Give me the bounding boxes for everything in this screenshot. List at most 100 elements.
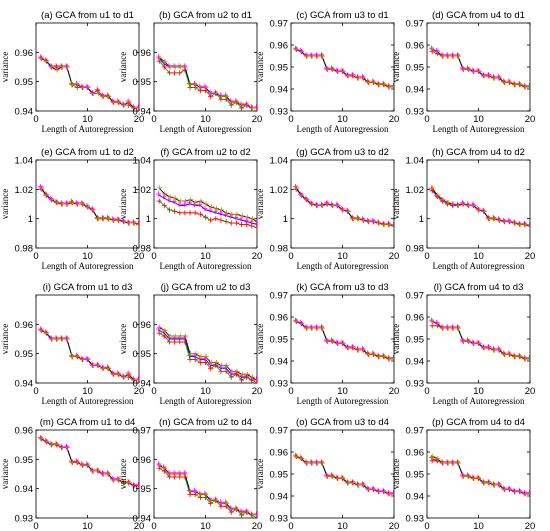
series-3-marker (131, 483, 138, 489)
series-3-marker (49, 442, 55, 448)
plot-frame (426, 294, 531, 384)
series-2-marker (218, 96, 224, 102)
series-1-marker (53, 335, 59, 341)
series-1-marker (171, 63, 177, 69)
y-tick-label: 0.96 (406, 41, 425, 52)
series-2-marker (429, 188, 435, 194)
subplot-title: (g) GCA from u3 to d2 (296, 147, 389, 158)
series-3-marker (116, 477, 122, 483)
series-1-marker (37, 54, 44, 60)
x-axis-label: Length of Autoregression (297, 261, 389, 271)
series-3-marker (100, 365, 107, 371)
series-3-marker (481, 208, 487, 214)
series-3-marker (44, 330, 50, 336)
y-tick-label: 0.98 (270, 244, 289, 255)
series-1-marker (485, 214, 491, 221)
series-2-marker (192, 210, 198, 216)
series-3-marker (350, 345, 356, 351)
series-3-marker (49, 197, 55, 203)
series-3-marker (111, 217, 117, 223)
y-tick-label: 0.96 (270, 313, 289, 324)
series-1-marker (434, 457, 440, 463)
y-axis-label: variance (0, 189, 10, 219)
series-1-marker (176, 470, 182, 476)
series-3-marker (355, 347, 362, 353)
series-3-marker (330, 338, 336, 344)
series-2-marker (213, 362, 219, 368)
series-3-marker (440, 197, 446, 203)
series-1-marker (516, 487, 522, 493)
series-3-marker (345, 73, 351, 79)
series-2-marker (244, 374, 250, 380)
subplot-14: (n) GCA from u2 to d4 0.94 0.95 0.96 0.97 0 10… (118, 417, 262, 531)
series-1-marker (243, 217, 249, 223)
plot-area (155, 324, 257, 383)
y-tick-label: 0.93 (406, 514, 425, 525)
series-2-marker (197, 87, 203, 94)
series-3-marker (193, 351, 199, 357)
subplot-9: (i) GCA from u1 to d3 0.94 0.95 0.96 0 10 20Le… (0, 282, 144, 406)
series-3-marker (213, 90, 219, 96)
series-2-marker (161, 333, 167, 339)
x-tick-label: 20 (252, 386, 263, 397)
series-2-marker (177, 210, 183, 216)
series-3-marker (162, 327, 168, 333)
series-3-marker (517, 489, 523, 495)
series-3-marker (294, 46, 300, 52)
series-3-marker (95, 90, 101, 96)
x-tick-label: 0 (288, 386, 293, 397)
subplot-5: (e) GCA from u1 to d2 0.98 1 1.02 1.04 0 10 20L… (0, 147, 144, 271)
series-3-marker (386, 84, 393, 90)
series-1-marker (292, 45, 299, 51)
series-1-marker (110, 476, 116, 482)
series-3-marker (126, 99, 132, 105)
series-1-marker (197, 490, 203, 496)
series-1-marker (349, 72, 355, 78)
series-1-marker (516, 352, 522, 358)
series-1-marker (303, 324, 309, 330)
series-3-marker (234, 211, 240, 217)
series-1-marker (120, 479, 126, 485)
series-3-marker (90, 207, 96, 213)
series-1-marker (385, 83, 391, 89)
series-3-marker (255, 379, 257, 381)
y-tick-label: 0.96 (15, 426, 34, 437)
series-1-marker (344, 72, 350, 78)
series-1-marker (380, 487, 386, 493)
series-1-marker (370, 350, 376, 356)
series-3-marker (314, 460, 320, 466)
series-2-marker (161, 202, 167, 209)
series-3-marker (512, 354, 518, 360)
x-tick-label: 10 (337, 251, 348, 262)
series-1-marker (228, 505, 234, 511)
y-tick-label: 0.93 (270, 379, 289, 390)
series-2-marker (95, 87, 101, 94)
series-1-marker (222, 92, 229, 98)
series-1-marker (292, 184, 299, 190)
series-3-marker (340, 68, 346, 74)
series-3-marker (106, 471, 112, 477)
series-1-marker (385, 355, 391, 361)
series-1-marker (298, 191, 304, 197)
plot-area (428, 45, 530, 90)
series-3-marker (481, 73, 487, 79)
y-tick-label: 0.98 (406, 244, 425, 255)
series-3-marker (497, 217, 503, 223)
series-3-marker (471, 202, 477, 209)
series-3-marker (244, 102, 250, 108)
series-3-marker (85, 84, 91, 91)
series-1-marker (318, 201, 324, 207)
series-3-marker (486, 73, 492, 79)
series-2-marker (213, 216, 219, 222)
series-1-marker (135, 376, 139, 382)
series-3-marker (137, 107, 139, 109)
series-3-marker (157, 324, 163, 330)
series-3-marker (304, 325, 310, 331)
series-3-marker (386, 491, 393, 497)
series-1-marker (53, 198, 59, 204)
series-1-marker (222, 499, 229, 505)
series-1-marker (63, 63, 69, 69)
series-3-marker (345, 480, 351, 486)
series-3-marker (325, 338, 331, 344)
x-tick-label: 0 (33, 114, 38, 125)
